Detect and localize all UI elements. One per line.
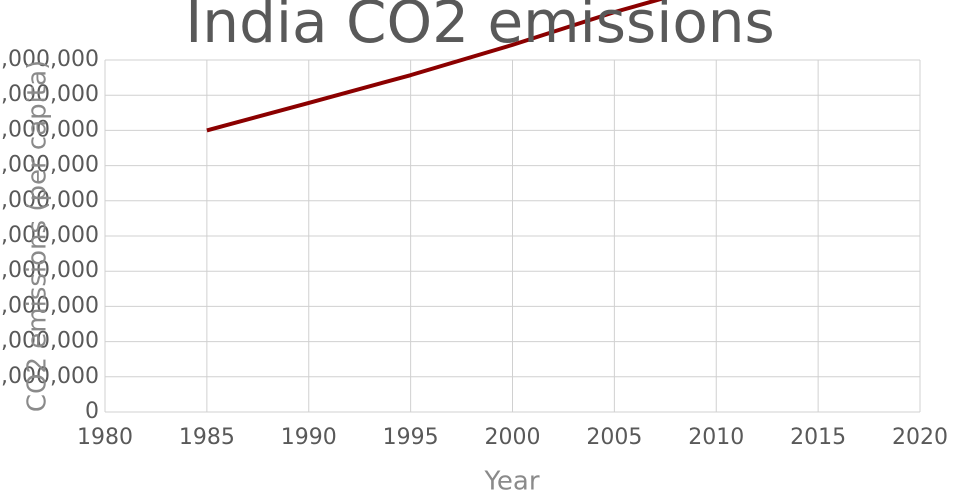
marks — [206, 0, 665, 133]
y-tick-label: 500,000,000 — [0, 223, 99, 248]
x-tick-label: 2015 — [790, 425, 846, 450]
x-tick-label: 1995 — [383, 425, 439, 450]
x-tick-label: 2000 — [485, 425, 541, 450]
y-tick-label: 900,000,000 — [0, 82, 99, 107]
y-tick-label: 200,000,000 — [0, 329, 99, 354]
y-tick-label: 300,000,000 — [0, 293, 99, 318]
ticks: 0 100,000,000 200,000,000 300,000,000 400,00… — [0, 47, 948, 450]
y-tick-label: 0 — [85, 399, 99, 424]
grid — [104, 59, 921, 413]
y-tick-label: 700,000,000 — [0, 153, 99, 178]
y-tick-label: 800,000,000 — [0, 117, 99, 142]
chart-title: India CO2 emissions — [185, 0, 775, 56]
y-tick-label: 100,000,000 — [0, 364, 99, 389]
y-tick-label: 600,000,000 — [0, 188, 99, 213]
x-tick-label: 2005 — [586, 425, 642, 450]
x-tick-label: 1985 — [179, 425, 235, 450]
data-line — [206, 0, 665, 133]
y-tick-label: 1,000,000,000 — [0, 47, 99, 72]
y-axis-label: CO2 emissions (per capita) — [23, 60, 53, 412]
x-tick-label: 2020 — [892, 425, 948, 450]
x-tick-label: 1980 — [77, 425, 133, 450]
x-tick-label: 2010 — [688, 425, 744, 450]
y-tick-label: 400,000,000 — [0, 258, 99, 283]
x-tick-label: 1990 — [281, 425, 337, 450]
x-axis-label: Year — [483, 467, 539, 497]
